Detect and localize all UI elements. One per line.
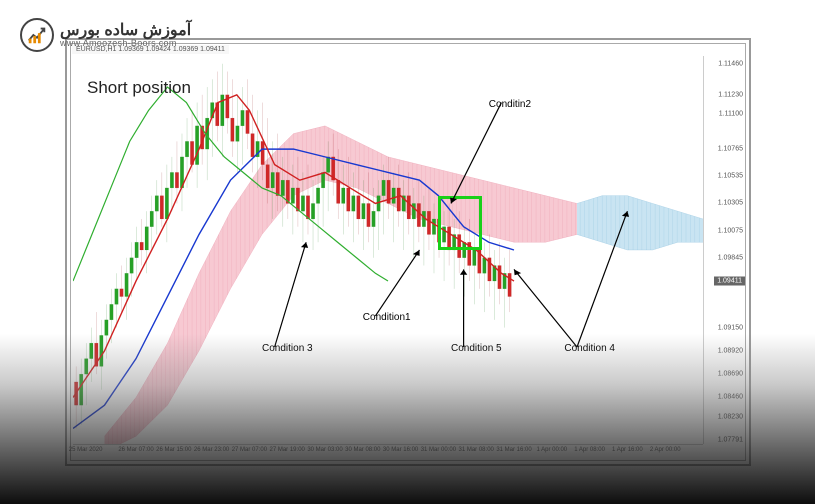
y-tick-label: 1.07791 [718, 437, 743, 444]
x-tick-label: 30 Mar 03:00 [307, 447, 342, 453]
plot-area[interactable]: Short position Conditin2 Condition1 Condit… [73, 56, 703, 444]
x-tick-label: 25 Mar 2020 [69, 447, 103, 453]
y-tick-label: 1.11100 [719, 111, 743, 118]
x-tick-label: 31 Mar 16:00 [496, 447, 531, 453]
y-tick-label: 1.08690 [718, 371, 743, 378]
annotation-label: Condition 3 [262, 343, 313, 354]
x-tick-label: 30 Mar 16:00 [383, 447, 418, 453]
annotation-label: Conditin2 [489, 99, 531, 110]
y-tick-label: 1.11230 [718, 91, 743, 98]
annotation-label: Condition 4 [564, 343, 615, 354]
logo-chart-icon [20, 18, 54, 52]
chart-title: Short position [87, 78, 191, 98]
y-tick-label: 1.11460 [718, 60, 743, 67]
x-tick-label: 31 Mar 08:00 [459, 447, 494, 453]
y-tick-label: 1.08230 [718, 413, 743, 420]
x-tick-label: 31 Mar 00:00 [421, 447, 456, 453]
x-tick-label: 1 Apr 08:00 [574, 447, 605, 453]
annotation-label: Condition 5 [451, 343, 502, 354]
chart-window-frame: EURUSD,H1 1.09369 1.09424 1.09369 1.0941… [65, 38, 751, 466]
y-tick-label: 1.08460 [718, 394, 743, 401]
y-tick-label: 1.09845 [718, 254, 743, 261]
chart-panel: EURUSD,H1 1.09369 1.09424 1.09369 1.0941… [70, 43, 746, 461]
current-price-tag: 1.09411 [714, 277, 745, 286]
x-tick-label: 26 Mar 07:00 [118, 447, 153, 453]
x-tick-label: 26 Mar 15:00 [156, 447, 191, 453]
x-tick-label: 1 Apr 00:00 [536, 447, 567, 453]
x-tick-label: 26 Mar 23:00 [194, 447, 229, 453]
y-tick-label: 1.09150 [718, 324, 743, 331]
x-tick-label: 2 Apr 00:00 [650, 447, 681, 453]
y-tick-label: 1.10305 [718, 200, 743, 207]
x-tick-label: 30 Mar 08:00 [345, 447, 380, 453]
y-tick-label: 1.10535 [718, 173, 743, 180]
y-axis: 1.11460 1.11230 1.11100 1.10765 1.10535 1.103… [703, 56, 745, 444]
x-tick-label: 27 Mar 19:00 [270, 447, 305, 453]
y-tick-label: 1.10765 [718, 146, 743, 153]
annotation-label: Condition1 [363, 312, 411, 323]
x-tick-label: 27 Mar 07:00 [232, 447, 267, 453]
brand-logo: آموزش ساده بورس www.Amoozesh-Boors.com [20, 18, 191, 52]
x-axis: 25 Mar 202026 Mar 07:0026 Mar 15:0026 Ma… [73, 444, 703, 460]
logo-url: www.Amoozesh-Boors.com [60, 39, 191, 48]
x-tick-label: 1 Apr 16:00 [612, 447, 643, 453]
y-tick-label: 1.08920 [718, 347, 743, 354]
y-tick-label: 1.10075 [718, 227, 743, 234]
logo-title: آموزش ساده بورس [60, 23, 191, 39]
